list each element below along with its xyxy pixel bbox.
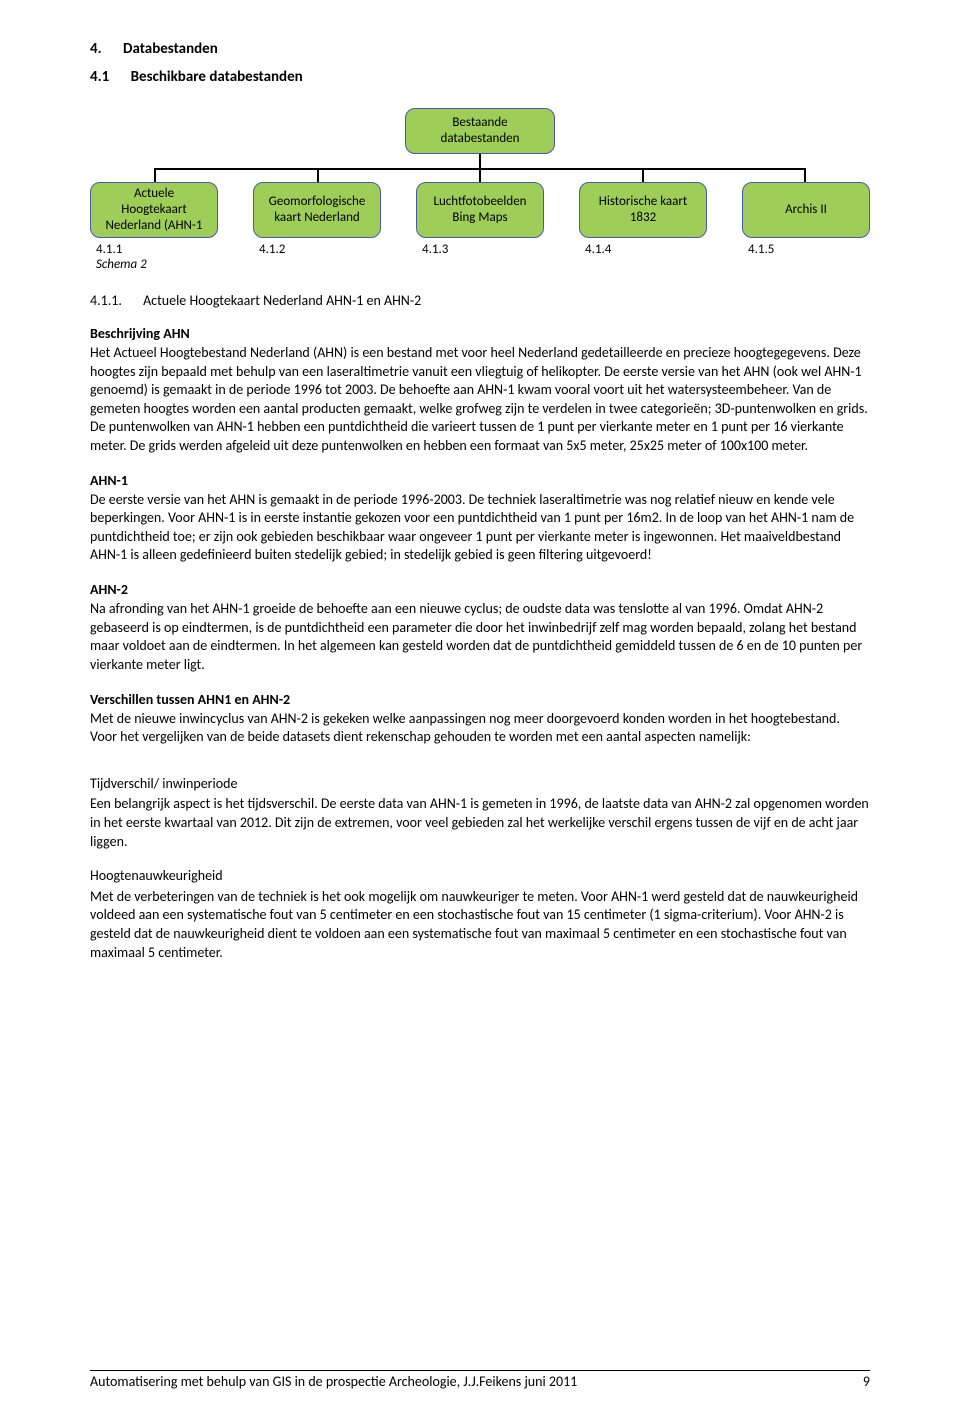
schema-label: Schema 2: [90, 257, 218, 272]
section-411-heading: 4.1.1. Actuele Hoogtekaart Nederland AHN…: [90, 292, 870, 309]
heading-2-number: 4.1: [90, 68, 109, 86]
beschrijving-block: Beschrijving AHN Het Actueel Hoogtebesta…: [90, 325, 870, 456]
spacer: [742, 257, 870, 272]
verschillen-body: Met de nieuwe inwincyclus van AHN-2 is g…: [90, 710, 870, 747]
heading-level-2: 4.1 Beschikbare databestanden: [90, 68, 870, 86]
org-child-node: Luchtfotobeelden Bing Maps: [416, 182, 544, 238]
ahn1-body: De eerste versie van het AHN is gemaakt …: [90, 491, 870, 565]
org-drop: [479, 170, 481, 182]
spacer: [579, 257, 707, 272]
spacer: [253, 257, 381, 272]
org-drop: [642, 170, 644, 182]
ahn1-title: AHN-1: [90, 472, 870, 489]
heading-1-text: Databestanden: [123, 40, 218, 58]
heading-2-text: Beschikbare databestanden: [131, 68, 303, 86]
org-connector-drops: [154, 170, 806, 182]
beschrijving-body: Het Actueel Hoogtebestand Nederland (AHN…: [90, 344, 870, 456]
page-number: 9: [863, 1373, 870, 1390]
org-child-node: Historische kaart 1832: [579, 182, 707, 238]
footer-text: Automatisering met behulp van GIS in de …: [90, 1373, 577, 1390]
tijd-body: Een belangrijk aspect is het tijdsversch…: [90, 795, 870, 851]
ahn1-block: AHN-1 De eerste versie van het AHN is ge…: [90, 472, 870, 565]
footer-divider: [90, 1370, 870, 1371]
org-connector-vertical: [479, 154, 481, 168]
org-drop: [317, 170, 319, 182]
org-chart: Bestaande databestanden Actuele Hoogteka…: [90, 108, 870, 272]
org-child-number: 4.1.4: [579, 242, 707, 257]
beschrijving-title: Beschrijving AHN: [90, 325, 870, 342]
org-child-number: 4.1.5: [742, 242, 870, 257]
org-drop: [154, 170, 156, 182]
org-numbers-row: 4.1.1 4.1.2 4.1.3 4.1.4 4.1.5: [90, 242, 870, 257]
org-connector-horizontal: [154, 168, 806, 170]
spacer: [416, 257, 544, 272]
org-child-number: 4.1.1: [90, 242, 218, 257]
section-411-title: Actuele Hoogtekaart Nederland AHN-1 en A…: [143, 292, 421, 309]
org-child-number: 4.1.2: [253, 242, 381, 257]
org-child-node: Geomorfologische kaart Nederland: [253, 182, 381, 238]
footer-row: Automatisering met behulp van GIS in de …: [90, 1373, 870, 1390]
tijd-title: Tijdverschil/ inwinperiode: [90, 775, 870, 794]
org-drop: [804, 170, 806, 182]
tijd-block: Tijdverschil/ inwinperiode Een belangrij…: [90, 775, 870, 851]
page-footer: Automatisering met behulp van GIS in de …: [90, 1370, 870, 1390]
org-child-number: 4.1.3: [416, 242, 544, 257]
verschillen-block: Verschillen tussen AHN1 en AHN-2 Met de …: [90, 691, 870, 747]
org-child-node: Archis II: [742, 182, 870, 238]
hoogte-title: Hoogtenauwkeurigheid: [90, 867, 870, 886]
org-child-node: Actuele Hoogtekaart Nederland (AHN-1: [90, 182, 218, 238]
verschillen-title: Verschillen tussen AHN1 en AHN-2: [90, 691, 870, 708]
ahn2-body: Na afronding van het AHN-1 groeide de be…: [90, 600, 870, 674]
org-children-row: Actuele Hoogtekaart Nederland (AHN-1 Geo…: [90, 182, 870, 238]
org-root-node: Bestaande databestanden: [405, 108, 555, 154]
heading-level-1: 4. Databestanden: [90, 40, 870, 58]
hoogte-body: Met de verbeteringen van de techniek is …: [90, 888, 870, 962]
section-411-number: 4.1.1.: [90, 292, 122, 309]
ahn2-title: AHN-2: [90, 581, 870, 598]
heading-1-number: 4.: [90, 40, 102, 58]
hoogte-block: Hoogtenauwkeurigheid Met de verbeteringe…: [90, 867, 870, 962]
org-root-row: Bestaande databestanden: [90, 108, 870, 154]
ahn2-block: AHN-2 Na afronding van het AHN-1 groeide…: [90, 581, 870, 674]
page: 4. Databestanden 4.1 Beschikbare databes…: [0, 0, 960, 1416]
schema-label-row: Schema 2: [90, 257, 870, 272]
